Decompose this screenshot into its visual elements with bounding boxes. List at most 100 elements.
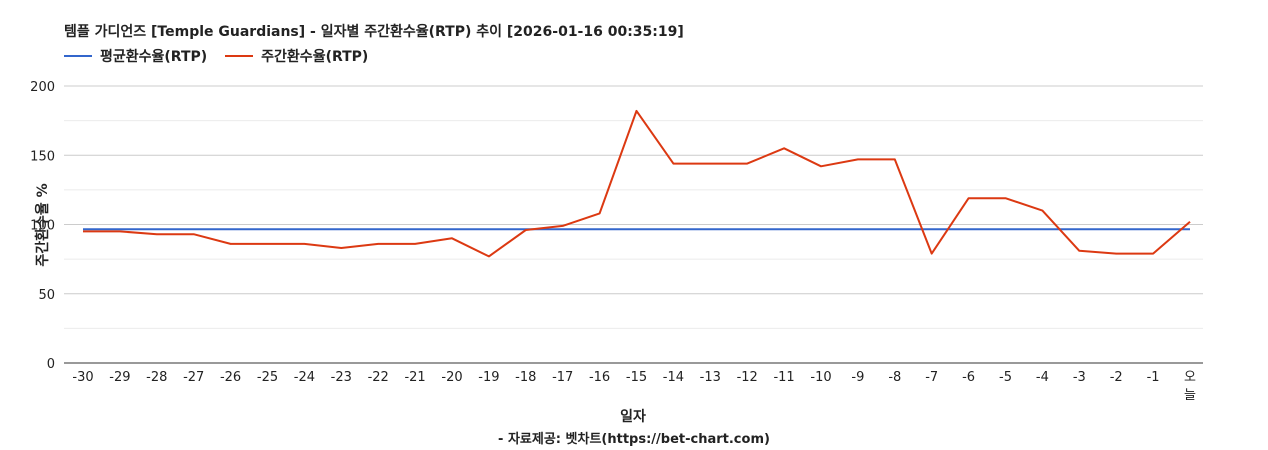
data-point[interactable] — [1001, 193, 1011, 203]
x-tick-label: -23 — [331, 370, 352, 385]
data-point[interactable] — [558, 221, 568, 231]
legend-item-average[interactable]: 평균환수율(RTP) — [64, 46, 207, 66]
x-tick-label: -3 — [1073, 370, 1086, 385]
x-tick-label: -18 — [515, 370, 536, 385]
x-tick-label: -2 — [1110, 370, 1123, 385]
series-lines — [78, 106, 1195, 261]
data-point[interactable] — [1074, 246, 1084, 256]
legend: 평균환수율(RTP) 주간환수율(RTP) — [64, 46, 386, 66]
data-point[interactable] — [189, 229, 199, 239]
data-point[interactable] — [410, 224, 420, 234]
data-point[interactable] — [78, 226, 88, 236]
series-line-weekly-rtp[interactable] — [83, 109, 1191, 258]
data-point[interactable] — [816, 224, 826, 234]
data-point[interactable] — [484, 224, 494, 234]
data-point[interactable] — [890, 154, 900, 164]
legend-label-weekly: 주간환수율(RTP) — [261, 49, 369, 65]
data-point[interactable] — [521, 225, 531, 235]
data-point[interactable] — [226, 224, 236, 234]
data-point[interactable] — [447, 224, 457, 234]
data-point[interactable] — [668, 224, 678, 234]
data-point[interactable] — [1074, 224, 1084, 234]
x-tick-label: -8 — [888, 370, 901, 385]
data-point[interactable] — [927, 249, 937, 259]
data-point[interactable] — [115, 226, 125, 236]
x-tick-label: -28 — [146, 370, 167, 385]
data-point[interactable] — [1111, 249, 1121, 259]
data-point[interactable] — [447, 233, 457, 243]
y-axis-label: 주간환수율 % — [34, 183, 51, 266]
chart-title: 템플 가디언즈 [Temple Guardians] - 일자별 주간환수율(R… — [64, 24, 684, 40]
data-point[interactable] — [668, 159, 678, 169]
y-tick-label: 200 — [30, 80, 55, 95]
legend-swatch-average — [64, 55, 92, 57]
x-tick-label: -30 — [72, 370, 93, 385]
x-axis-label: 일자 — [620, 409, 646, 425]
x-tick-label: -13 — [700, 370, 721, 385]
x-tick-label: -17 — [552, 370, 573, 385]
x-tick-label: -25 — [257, 370, 278, 385]
x-tick-label: -27 — [183, 370, 204, 385]
data-point[interactable] — [1148, 224, 1158, 234]
x-tick-label: -10 — [810, 370, 831, 385]
x-tick-label: -26 — [220, 370, 241, 385]
y-tick-label: 150 — [30, 149, 55, 164]
data-point[interactable] — [964, 193, 974, 203]
data-point[interactable] — [632, 224, 642, 234]
data-point[interactable] — [373, 224, 383, 234]
data-point[interactable] — [484, 251, 494, 261]
data-source-footer: - 자료제공: 벳차트(https://bet-chart.com) — [498, 432, 770, 447]
data-point[interactable] — [595, 208, 605, 218]
x-tick-label: -22 — [368, 370, 389, 385]
legend-swatch-weekly — [225, 55, 254, 57]
x-tick-label: -12 — [737, 370, 758, 385]
x-tick-label: -16 — [589, 370, 610, 385]
x-tick-labels: -30 -29 -28 -27 -26 -25 -24 -23 -22 -21 -20 -19 -18 -… — [72, 370, 1196, 403]
data-point[interactable] — [263, 224, 273, 234]
data-point[interactable] — [1185, 217, 1195, 227]
data-point[interactable] — [890, 224, 900, 234]
data-point[interactable] — [1001, 224, 1011, 234]
x-tick-label: -15 — [626, 370, 647, 385]
data-point[interactable] — [853, 224, 863, 234]
data-point[interactable] — [226, 239, 236, 249]
data-point[interactable] — [853, 154, 863, 164]
data-point[interactable] — [152, 229, 162, 239]
data-point[interactable] — [964, 224, 974, 234]
y-tick-label: 50 — [38, 288, 55, 303]
x-tick-label: -11 — [773, 370, 794, 385]
data-point[interactable] — [373, 239, 383, 249]
data-point[interactable] — [742, 159, 752, 169]
x-tick-label: -5 — [999, 370, 1012, 385]
data-point[interactable] — [927, 224, 937, 234]
y-tick-label: 0 — [47, 357, 55, 372]
data-point[interactable] — [816, 161, 826, 171]
data-point[interactable] — [336, 224, 346, 234]
data-point[interactable] — [1037, 224, 1047, 234]
legend-item-weekly[interactable]: 주간환수율(RTP) — [225, 46, 368, 66]
data-point[interactable] — [595, 224, 605, 234]
x-tick-label: -24 — [294, 370, 315, 385]
data-point[interactable] — [299, 224, 309, 234]
data-point[interactable] — [705, 224, 715, 234]
gridlines — [64, 85, 1203, 364]
data-point[interactable] — [705, 159, 715, 169]
data-point[interactable] — [336, 243, 346, 253]
x-tick-label: -7 — [925, 370, 938, 385]
x-tick-label: -21 — [404, 370, 425, 385]
data-point[interactable] — [263, 239, 273, 249]
data-point[interactable] — [1037, 206, 1047, 216]
x-tick-label: -6 — [962, 370, 975, 385]
data-point[interactable] — [1148, 249, 1158, 259]
x-tick-label: -9 — [851, 370, 864, 385]
data-point[interactable] — [779, 143, 789, 153]
x-tick-label: -20 — [441, 370, 462, 385]
data-point[interactable] — [299, 239, 309, 249]
x-tick-label: -1 — [1147, 370, 1160, 385]
data-point[interactable] — [410, 239, 420, 249]
data-point[interactable] — [632, 106, 642, 116]
data-point[interactable] — [742, 224, 752, 234]
data-point[interactable] — [779, 224, 789, 234]
data-point[interactable] — [1111, 224, 1121, 234]
